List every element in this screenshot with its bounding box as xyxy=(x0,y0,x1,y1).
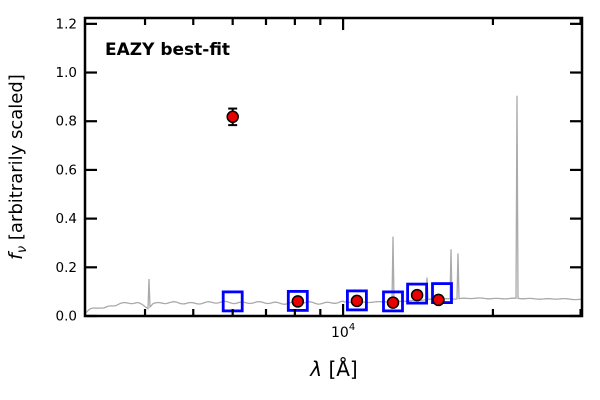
y-tick-label: 0.6 xyxy=(56,162,77,178)
observed-photometry xyxy=(226,107,445,309)
axis-ticks xyxy=(86,19,582,318)
observed-photometry-point xyxy=(410,288,424,302)
x-axis-title: λ [Å] xyxy=(309,357,358,381)
model-photometry-square xyxy=(345,289,368,312)
x-axis-label: λ [Å] xyxy=(309,357,358,381)
y-tick-label: 0.4 xyxy=(56,211,77,227)
observed-photometry-point xyxy=(291,295,305,308)
y-tick-label: 0.0 xyxy=(56,309,77,325)
observed-photometry-point xyxy=(226,110,239,124)
y-tick-label: 0.8 xyxy=(56,114,77,130)
observed-photometry-point xyxy=(432,293,445,307)
y-tick-label: 1.2 xyxy=(56,16,77,32)
y-tick-labels: 0.0 0.2 0.4 0.6 0.8 1.0 1.2 xyxy=(56,16,77,324)
spectrum-line xyxy=(84,95,583,315)
model-photometry-square xyxy=(286,289,309,312)
axes-frame xyxy=(83,16,584,318)
y-tick-label: 0.2 xyxy=(56,260,77,276)
x-tick-label-10e4: 104 xyxy=(331,322,355,341)
observed-photometry-point xyxy=(386,296,400,309)
y-tick-label: 1.0 xyxy=(56,65,77,81)
model-photometry-square xyxy=(406,282,429,305)
model-photometry-square xyxy=(382,290,404,313)
observed-photometry-point xyxy=(350,294,364,308)
y-axis-title: fν [arbitrarily scaled] xyxy=(5,74,30,260)
x-tick-label: 104 xyxy=(331,322,355,341)
eazy-best-fit-label: EAZY best-fit xyxy=(105,40,230,60)
y-axis-label: fν [arbitrarily scaled] xyxy=(5,74,30,260)
